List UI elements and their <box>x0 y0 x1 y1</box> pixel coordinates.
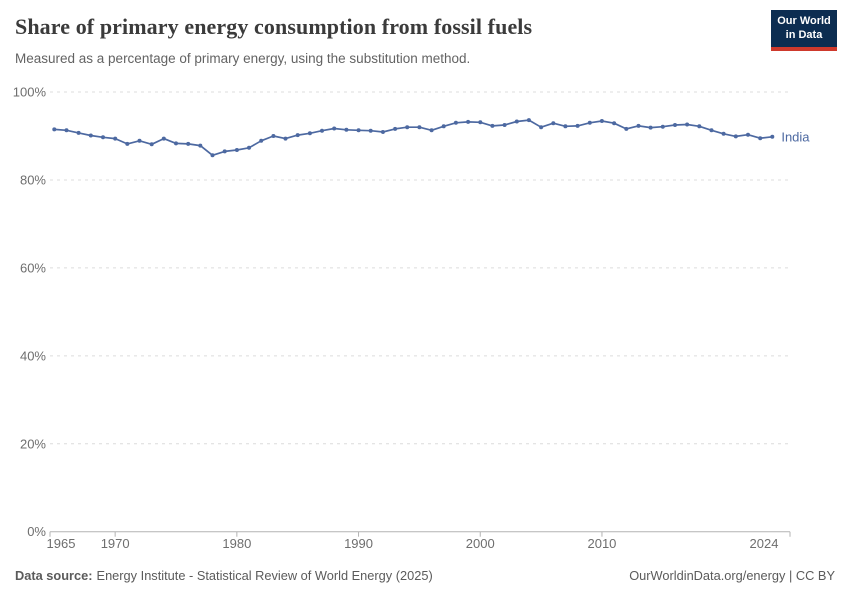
x-tick-label: 2010 <box>587 536 616 551</box>
data-point-marker[interactable] <box>307 131 312 136</box>
data-point-marker[interactable] <box>502 123 507 127</box>
x-tick-label: 2000 <box>466 536 495 551</box>
data-point-marker[interactable] <box>746 132 750 137</box>
owid-logo[interactable]: Our World in Data <box>771 10 837 51</box>
data-point-marker[interactable] <box>380 130 385 134</box>
data-point-marker[interactable] <box>76 130 81 135</box>
data-point-marker[interactable] <box>210 153 215 158</box>
data-point-marker[interactable] <box>563 124 568 129</box>
data-point-marker[interactable] <box>526 118 531 123</box>
data-point-marker[interactable] <box>234 148 239 152</box>
y-tick-label: 40% <box>20 348 46 363</box>
data-point-marker[interactable] <box>648 125 653 130</box>
chart-footer: Data source: Energy Institute - Statistic… <box>15 568 835 583</box>
data-point-marker[interactable] <box>64 128 69 133</box>
credit-link[interactable]: OurWorldinData.org/energy | CC BY <box>629 568 835 583</box>
data-point-marker[interactable] <box>478 120 483 125</box>
data-point-marker[interactable] <box>137 138 142 143</box>
x-tick-label: 1970 <box>101 536 130 551</box>
data-point-marker[interactable] <box>113 136 118 141</box>
page-subtitle: Measured as a percentage of primary ener… <box>15 51 471 66</box>
data-point-marker[interactable] <box>393 126 398 131</box>
data-point-marker[interactable] <box>259 138 264 143</box>
data-point-marker[interactable] <box>125 141 130 146</box>
data-point-marker[interactable] <box>101 135 105 140</box>
india-series-line[interactable] <box>53 119 774 157</box>
page-title: Share of primary energy consumption from… <box>15 14 533 39</box>
data-point-marker[interactable] <box>453 120 458 125</box>
data-point-marker[interactable] <box>660 124 665 129</box>
x-tick-label: 1990 <box>344 536 373 551</box>
data-point-marker[interactable] <box>612 121 617 126</box>
datasource-text: Energy Institute - Statistical Review of… <box>96 568 433 583</box>
data-point-marker[interactable] <box>186 141 191 146</box>
data-point-marker[interactable] <box>685 122 690 127</box>
data-point-marker[interactable] <box>271 134 276 138</box>
data-point-marker[interactable] <box>514 119 519 124</box>
data-point-marker[interactable] <box>222 149 227 154</box>
x-tick-label: 2024 <box>750 536 779 551</box>
data-point-marker[interactable] <box>295 133 300 138</box>
data-point-marker[interactable] <box>417 125 422 130</box>
data-point-marker[interactable] <box>758 136 763 141</box>
data-point-marker[interactable] <box>368 128 373 133</box>
data-point-marker[interactable] <box>733 134 738 139</box>
data-point-marker[interactable] <box>198 143 203 148</box>
datasource-label: Data source: <box>15 568 93 583</box>
data-point-marker[interactable] <box>320 128 324 133</box>
entity-label-india[interactable]: India <box>781 129 810 144</box>
data-point-marker[interactable] <box>174 141 178 146</box>
datasource-line: Data source: Energy Institute - Statistic… <box>15 568 433 583</box>
chart-canvas[interactable]: 0% 20% 40% 60% 80% 100% 1965 1970 1980 1990 2000 20… <box>0 80 850 560</box>
y-tick-label: 60% <box>20 260 46 275</box>
data-point-marker[interactable] <box>624 126 629 131</box>
owid-logo-line2: in Data <box>785 28 823 41</box>
data-point-marker[interactable] <box>283 136 288 141</box>
owid-logo-line1: Our World <box>777 15 831 27</box>
data-point-marker[interactable] <box>490 123 495 128</box>
data-point-marker[interactable] <box>429 128 434 133</box>
data-point-marker[interactable] <box>587 120 592 125</box>
data-point-marker[interactable] <box>344 127 349 132</box>
data-point-marker[interactable] <box>52 127 57 132</box>
data-point-marker[interactable] <box>551 121 556 126</box>
data-point-marker[interactable] <box>247 145 251 150</box>
data-point-marker[interactable] <box>599 119 604 123</box>
x-tick-label: 1980 <box>222 536 251 551</box>
data-point-marker[interactable] <box>697 124 702 129</box>
data-point-marker[interactable] <box>709 128 714 133</box>
data-point-marker[interactable] <box>356 128 361 133</box>
y-tick-label: 0% <box>27 524 46 539</box>
data-point-marker[interactable] <box>575 123 580 128</box>
data-point-marker[interactable] <box>405 125 410 130</box>
x-tick-label: 1965 <box>47 536 76 551</box>
y-tick-label: 20% <box>20 436 46 451</box>
y-tick-label: 100% <box>13 85 47 100</box>
data-point-marker[interactable] <box>673 123 677 127</box>
data-point-marker[interactable] <box>161 136 166 141</box>
data-point-marker[interactable] <box>770 134 775 139</box>
data-point-marker[interactable] <box>721 131 726 136</box>
data-point-marker[interactable] <box>332 126 337 131</box>
y-tick-label: 80% <box>20 172 46 187</box>
data-point-marker[interactable] <box>636 123 641 128</box>
data-point-marker[interactable] <box>88 133 93 138</box>
data-point-marker[interactable] <box>466 119 471 124</box>
data-point-marker[interactable] <box>441 124 446 129</box>
data-point-marker[interactable] <box>149 142 154 147</box>
data-point-marker[interactable] <box>539 125 544 130</box>
